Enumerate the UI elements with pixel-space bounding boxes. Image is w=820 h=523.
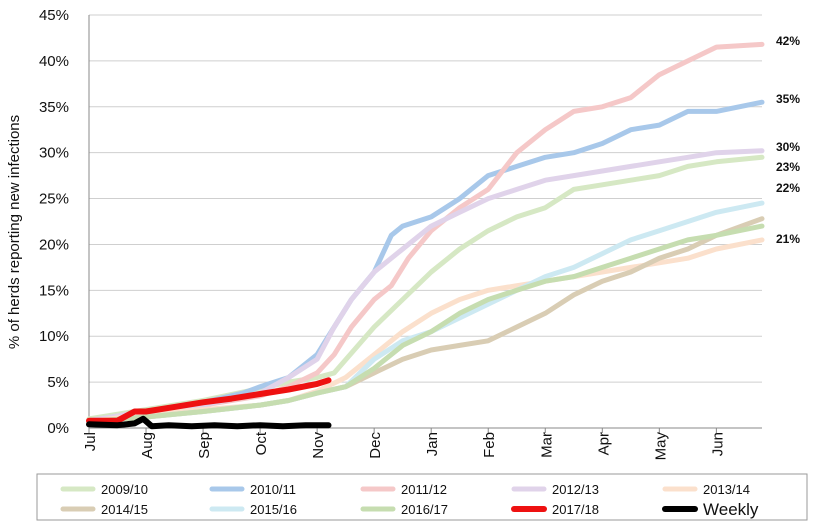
y-tick-label: 30% <box>39 145 69 162</box>
x-tick-label: Feb <box>481 432 498 458</box>
y-axis-label: % of herds reporting new infections <box>6 115 23 349</box>
x-tick-label: Aug <box>139 432 156 459</box>
y-axis-ticks: 0% 5% 10% 15% 20% 25% 30% 35% 40% 45% <box>39 7 69 437</box>
y-tick-label: 5% <box>47 374 69 391</box>
end-label: 22% <box>776 181 800 195</box>
series-line-2013-14 <box>86 237 765 425</box>
gridlines <box>88 14 762 429</box>
legend-label: 2013/14 <box>703 482 750 497</box>
legend-label: 2014/15 <box>101 502 148 517</box>
y-tick-label: 15% <box>39 282 69 299</box>
y-tick-label: 0% <box>47 420 69 437</box>
legend-box <box>36 473 808 521</box>
series-line-weekly <box>86 415 332 430</box>
x-tick-label: Apr <box>595 432 612 455</box>
legend: 2009/10 2010/11 2011/12 2012/13 2013/14 2014/… <box>36 473 808 521</box>
y-tick-label: 10% <box>39 328 69 345</box>
y-tick-label: 35% <box>39 99 69 116</box>
legend-label: Weekly <box>703 500 759 519</box>
end-label: 30% <box>776 140 800 154</box>
legend-label: 2010/11 <box>250 482 296 497</box>
y-tick-label: 20% <box>39 236 69 253</box>
end-label: 23% <box>776 160 800 174</box>
end-label: 35% <box>776 92 800 106</box>
x-tick-label: Mar <box>538 432 555 458</box>
series-line-2016-17 <box>86 223 765 425</box>
legend-label: 2016/17 <box>401 502 448 517</box>
y-tick-label: 40% <box>39 53 69 70</box>
series-line-2010-11 <box>86 99 765 424</box>
y-tick-label: 45% <box>39 7 69 24</box>
end-labels: 42% 35% 30% 23% 22% 21% <box>776 34 800 246</box>
legend-label: 2009/10 <box>101 482 148 497</box>
end-label: 42% <box>776 34 800 48</box>
x-tick-label: Sep <box>196 432 213 459</box>
x-tick-label: Jul <box>82 432 99 451</box>
y-tick-label: 25% <box>39 191 69 208</box>
x-tick-label: Dec <box>367 432 384 459</box>
x-tick-label: Oct <box>253 431 270 455</box>
series-line-2017-18 <box>86 377 332 424</box>
legend-label: 2017/18 <box>552 502 599 517</box>
legend-label: 2012/13 <box>552 482 599 497</box>
series-line-2012-13 <box>86 148 765 424</box>
legend-label: 2011/12 <box>401 482 447 497</box>
end-label: 21% <box>776 232 800 246</box>
legend-label: 2015/16 <box>250 502 297 517</box>
x-tick-label: Nov <box>310 432 327 459</box>
x-tick-label: May <box>652 432 669 461</box>
series-lines <box>86 41 765 430</box>
series-line-2009-10 <box>86 154 765 422</box>
x-tick-label: Jun <box>709 432 726 456</box>
x-tick-label: Jan <box>424 432 441 456</box>
x-axis-ticks: Jul Aug Sep Oct Nov Dec Jan Feb Mar Apr May Jun <box>82 428 726 460</box>
